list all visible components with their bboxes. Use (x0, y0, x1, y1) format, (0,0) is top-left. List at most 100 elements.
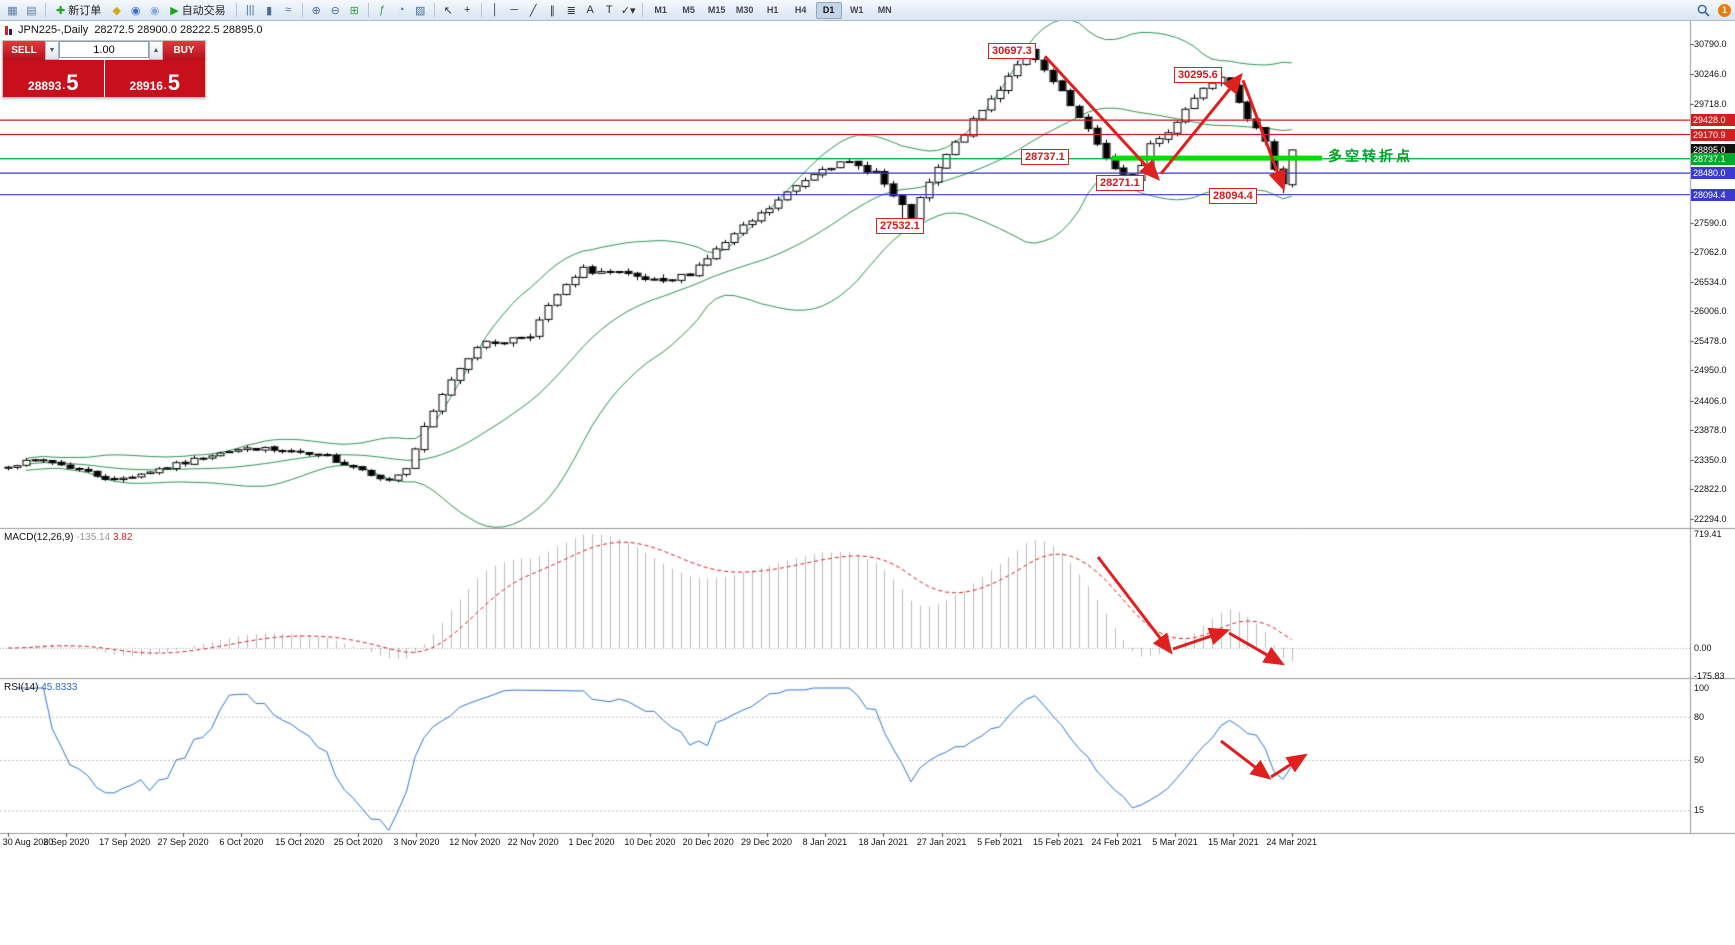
rsi-scale-label: 100 (1694, 683, 1710, 693)
price-axis-tick: 25478.0 (1694, 335, 1727, 346)
rsi-scale-label: 15 (1694, 805, 1705, 816)
buy-price-pip: 5 (167, 70, 180, 96)
zoom-in-icon[interactable]: ⊕ (311, 4, 321, 17)
chart-symbol-icon (5, 25, 12, 35)
notification-badge[interactable]: 1 (1718, 3, 1731, 17)
sell-button[interactable]: SELL (3, 41, 45, 60)
rsi-title: RSI(14) (4, 682, 39, 693)
zoom-out-icon[interactable]: ⊖ (330, 4, 340, 17)
volume-decrease-button[interactable]: ▼ (45, 41, 59, 60)
date-axis-label: 30 Aug 2020 (2, 837, 54, 847)
price-axis-tick: 23350.0 (1694, 454, 1727, 465)
date-axis-label: 12 Nov 2020 (449, 837, 501, 847)
trendline-icon[interactable]: ╱ (529, 4, 537, 17)
alerts-icon[interactable]: ◆ (112, 4, 121, 17)
timeframe-button-w1[interactable]: W1 (849, 5, 864, 15)
toolbar-separator (367, 3, 369, 17)
price-annotation[interactable]: 28094.4 (1209, 188, 1257, 205)
price-axis-tick: 22294.0 (1694, 513, 1727, 524)
toolbar-separator (301, 3, 303, 17)
symbol-bar: JPN225-,Daily 28272.5 28900.0 28222.5 28… (5, 24, 263, 36)
date-axis-label: 3 Nov 2020 (393, 837, 440, 847)
price-annotation[interactable]: 27532.1 (876, 218, 924, 235)
auto-trading-button[interactable]: ▶ 自动交易 (165, 2, 230, 18)
timeframe-button-mn[interactable]: MN (877, 5, 892, 15)
templates-icon[interactable]: ▨ (414, 4, 426, 17)
sell-price-pip: 5 (66, 70, 79, 96)
volume-increase-button[interactable]: ▲ (149, 41, 163, 60)
buy-price-button[interactable]: 28916 . 5 (104, 60, 205, 97)
one-click-trade-panel: SELL ▼ ▲ BUY 28893 . 5 28916 . 5 (2, 40, 206, 98)
price-axis-marker: 29170.9 (1691, 128, 1735, 141)
macd-value: -135.14 (76, 532, 111, 543)
horizontal-line-icon[interactable]: ─ (510, 4, 519, 16)
macd-scale-label: 719.41 (1694, 529, 1722, 539)
tile-windows-icon[interactable]: ⊞ (349, 4, 359, 17)
price-annotation[interactable]: 28737.1 (1021, 148, 1069, 165)
channel-icon[interactable]: ∥ (549, 4, 555, 17)
fibonacci-icon[interactable]: ≣ (566, 4, 576, 17)
turning-point-label[interactable]: 多空转折点 (1328, 147, 1413, 164)
periods-icon[interactable]: ◔ (397, 4, 405, 16)
new-order-label: 新订单 (68, 5, 102, 17)
timeframe-button-m15[interactable]: M15 (707, 5, 726, 15)
crosshair-icon[interactable]: + (463, 4, 471, 16)
price-axis-marker: 28094.4 (1691, 188, 1735, 201)
chart-profile-icon[interactable]: ▤ (26, 4, 37, 17)
price-annotation[interactable]: 30697.3 (988, 43, 1036, 60)
price-annotation[interactable]: 28271.1 (1096, 175, 1144, 192)
toolbar: ▦ ▤ ✚ 新订单 ◆ ◉ ◉ ▶ 自动交易 ||| ▮ ≈ ⊕ ⊖ ⊞ ƒ ◔ ▨ ↖ + │ ─ ╱ ∥ ≣ A T ✓▾ M1 M5… (0, 0, 1735, 21)
new-order-button[interactable]: ✚ 新订单 (51, 2, 106, 18)
timeframe-button-m1[interactable]: M1 (654, 5, 667, 15)
toolbar-separator (433, 3, 435, 17)
text-icon[interactable]: A (586, 4, 594, 16)
volume-input[interactable] (59, 41, 149, 58)
toolbar-separator (641, 3, 643, 17)
vertical-line-icon[interactable]: │ (491, 4, 499, 16)
buy-button[interactable]: BUY (163, 41, 205, 60)
date-axis-label: 24 Feb 2021 (1091, 837, 1142, 847)
rsi-scale-label: 80 (1694, 711, 1705, 722)
rsi-label: RSI(14) 45.8333 (4, 682, 77, 693)
sell-price-dot: . (62, 81, 66, 92)
cursor-icon[interactable]: ↖ (443, 4, 453, 17)
arrows-icon[interactable]: ✓▾ (620, 4, 636, 17)
timeframe-button-h1[interactable]: H1 (766, 5, 779, 15)
sell-price-button[interactable]: 28893 . 5 (3, 60, 104, 97)
date-axis-label: 22 Nov 2020 (507, 837, 559, 847)
price-annotation[interactable]: 30295.6 (1174, 66, 1222, 83)
date-axis-label: 8 Jan 2021 (802, 837, 848, 847)
bar-chart-icon[interactable]: ||| (245, 4, 255, 16)
timeframe-button-h4[interactable]: H4 (794, 5, 807, 15)
price-axis-tick: 27590.0 (1694, 217, 1727, 228)
date-axis-label: 10 Dec 2020 (624, 837, 676, 847)
date-axis-label: 20 Dec 2020 (682, 837, 734, 847)
auto-trading-icon: ▶ (170, 4, 179, 17)
price-axis-marker: 29428.0 (1691, 114, 1735, 127)
date-axis-label: 15 Feb 2021 (1033, 837, 1084, 847)
search-icon[interactable] (1695, 2, 1712, 18)
sell-price-main: 28893 (28, 78, 62, 93)
timeframe-button-m30[interactable]: M30 (735, 5, 754, 15)
indicators-icon[interactable]: ƒ (379, 4, 386, 16)
candlestick-icon[interactable]: ▮ (266, 4, 273, 17)
symbol-title: JPN225-,Daily (18, 24, 89, 36)
timeframe-button-d1[interactable]: D1 (815, 1, 842, 19)
label-icon[interactable]: T (605, 4, 613, 16)
toolbar-separator (45, 3, 46, 17)
price-axis-tick: 29718.0 (1694, 98, 1727, 109)
buy-price-main: 28916 (129, 78, 163, 93)
chat-icon[interactable]: ◉ (149, 4, 160, 17)
date-axis-label: 15 Oct 2020 (275, 837, 325, 847)
price-axis-tick: 23878.0 (1694, 425, 1727, 436)
price-axis-tick: 26534.0 (1694, 276, 1727, 287)
rsi-scale-label: 50 (1694, 755, 1705, 765)
community-icon[interactable]: ◉ (130, 4, 141, 17)
price-axis-tick: 24406.0 (1694, 395, 1727, 406)
timeframe-button-m5[interactable]: M5 (682, 5, 695, 15)
line-chart-icon[interactable]: ≈ (285, 4, 292, 16)
chart-window-icon[interactable]: ▦ (7, 4, 18, 17)
macd-title: MACD(12,26,9) (4, 532, 74, 543)
